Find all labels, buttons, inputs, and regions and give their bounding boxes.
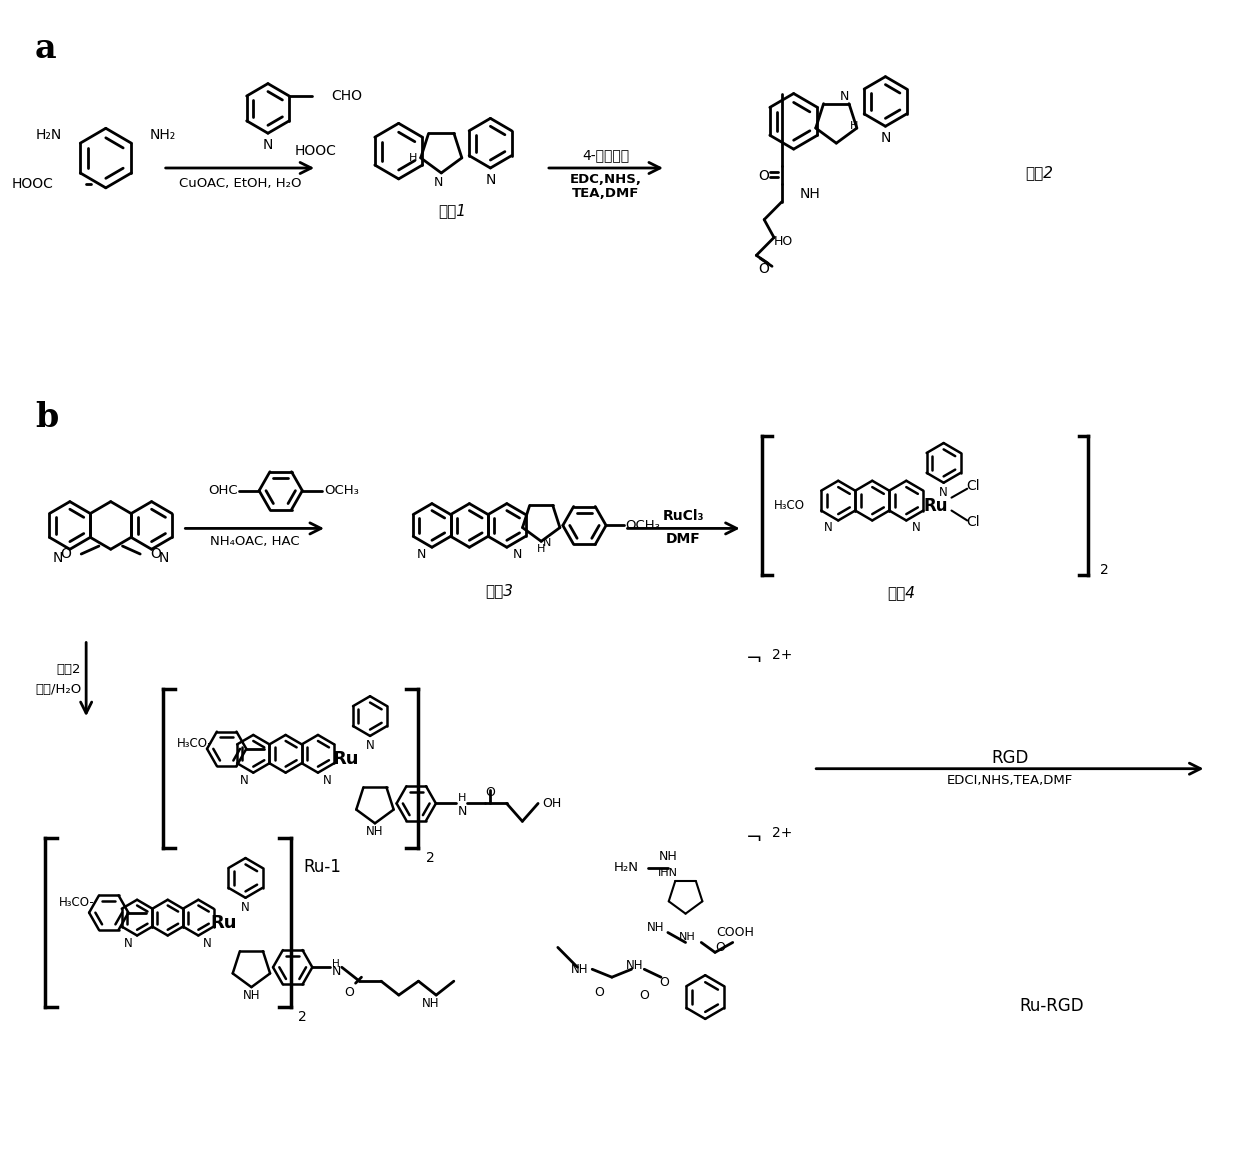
Text: N: N [458,806,467,819]
Text: RGD: RGD [991,748,1028,767]
Text: N: N [939,486,949,500]
Text: H: H [409,152,417,163]
Text: N: N [513,548,522,561]
Text: NH: NH [626,958,644,971]
Text: 2: 2 [299,1010,308,1024]
Text: 乙醇/H₂O: 乙醇/H₂O [35,683,82,696]
Text: N: N [417,548,425,561]
Text: 2: 2 [427,852,435,866]
Text: DMF: DMF [666,533,701,547]
Text: NH: NH [800,187,821,201]
Text: Ru: Ru [211,914,237,931]
Text: RuCl₃: RuCl₃ [663,509,704,522]
Text: N: N [485,172,496,187]
Text: N: N [880,131,890,145]
Text: H: H [537,544,546,555]
Text: O: O [150,547,161,561]
Text: N: N [322,773,331,787]
Text: Ru-RGD: Ru-RGD [1019,997,1084,1015]
Text: O: O [594,985,604,998]
Text: COOH: COOH [715,925,754,940]
Text: N: N [159,551,169,565]
Text: 2+: 2+ [773,826,792,840]
Text: Ru: Ru [924,496,949,515]
Text: N: N [825,521,833,534]
Text: Cl: Cl [966,479,980,493]
Text: O: O [759,169,770,183]
Text: b: b [35,401,58,434]
Text: OHC: OHC [208,484,238,497]
Text: H₂N: H₂N [35,128,62,142]
Text: a: a [35,32,57,65]
Text: NH: NH [243,989,260,1002]
Text: 产切3: 产切3 [485,583,513,598]
Text: HOOC: HOOC [295,144,337,158]
Text: Ru: Ru [332,750,358,768]
Text: OCH₃: OCH₃ [324,484,358,497]
Text: ¬: ¬ [746,650,763,669]
Text: N: N [203,936,212,949]
Text: HO: HO [774,235,794,248]
Text: O: O [61,547,72,561]
Text: O: O [715,941,725,954]
Text: Ru-1: Ru-1 [303,859,341,876]
Text: N: N [332,965,341,978]
Text: 产切1: 产切1 [439,203,466,218]
Text: N: N [366,739,374,752]
Text: OH: OH [542,796,562,809]
Text: Cl: Cl [966,515,980,529]
Text: N: N [241,901,250,914]
Text: H₃CO-: H₃CO- [176,738,212,751]
Text: OCH₃: OCH₃ [626,518,661,531]
Text: 产切2: 产切2 [57,663,82,676]
Text: O: O [759,263,770,277]
Text: N: N [434,176,443,189]
Text: O: O [658,976,668,989]
Text: O: O [345,985,355,998]
Text: NH₄OAC, HAC: NH₄OAC, HAC [210,535,300,548]
Text: H₃CO-: H₃CO- [58,896,94,909]
Text: HOOC: HOOC [12,177,53,191]
Text: 产切2: 产切2 [1025,165,1053,181]
Text: ¬: ¬ [746,828,763,848]
Text: NH₂: NH₂ [150,128,176,142]
Text: 产切4: 产切4 [888,585,915,601]
Text: NH: NH [647,921,665,934]
Text: CuOAC, EtOH, H₂O: CuOAC, EtOH, H₂O [179,177,301,190]
Text: H₂N: H₂N [614,861,639,875]
Text: N: N [839,90,849,103]
Text: NH: NH [570,963,588,976]
Text: N: N [124,936,133,949]
Text: N: N [911,521,920,534]
Text: H₃CO: H₃CO [774,499,805,513]
Text: N: N [263,138,273,152]
Text: 4-氨基丁酸: 4-氨基丁酸 [583,148,630,162]
Text: N: N [239,773,248,787]
Text: CHO: CHO [331,89,362,103]
Text: O: O [485,786,495,799]
Text: H: H [458,793,466,804]
Text: 2+: 2+ [773,647,792,662]
Text: O: O [640,989,650,1002]
Text: N: N [53,551,63,565]
Text: IHN: IHN [658,868,678,877]
Text: NH: NH [366,825,383,838]
Text: NH: NH [680,933,696,942]
Text: TEA,DMF: TEA,DMF [573,187,640,199]
Text: NH: NH [422,997,439,1010]
Text: EDCI,NHS,TEA,DMF: EDCI,NHS,TEA,DMF [946,773,1073,787]
Text: N: N [543,538,552,548]
Text: 2: 2 [1100,563,1109,577]
Text: H: H [332,960,340,969]
Text: H: H [849,121,858,131]
Text: NH: NH [658,849,677,862]
Text: EDC,NHS,: EDC,NHS, [570,172,642,185]
